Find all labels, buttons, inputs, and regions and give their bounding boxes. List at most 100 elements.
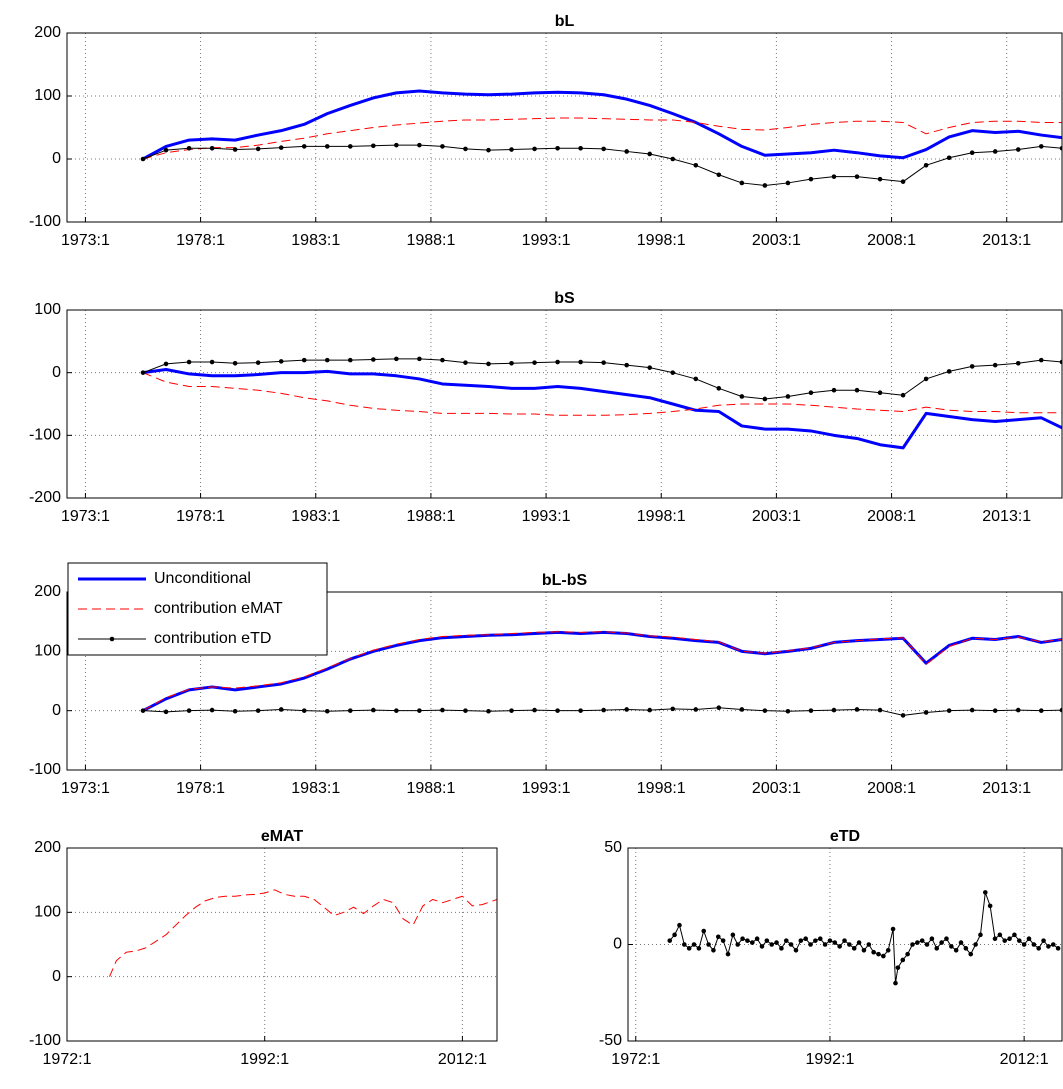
point	[672, 932, 677, 938]
point	[934, 946, 940, 951]
point	[255, 708, 261, 713]
point	[949, 944, 954, 949]
y-tick-label: -200	[29, 489, 61, 506]
point	[716, 386, 722, 391]
x-tick-label: 2012:1	[438, 1051, 487, 1068]
point	[532, 707, 537, 713]
point	[278, 359, 284, 364]
point	[509, 708, 514, 713]
point	[163, 361, 169, 367]
panel: bL-bS 1973:1 1978:1 1983:1 1988:1 1993:1 1998:…	[29, 572, 1063, 797]
legend: Unconditional contribution eMAT contributi…	[67, 562, 328, 656]
legend-label: Unconditional	[154, 570, 251, 587]
point	[716, 705, 722, 710]
point	[440, 357, 445, 363]
point	[347, 144, 353, 149]
point	[808, 176, 814, 182]
point	[1059, 145, 1062, 151]
x-tick-label: 2008:1	[867, 232, 916, 249]
point	[893, 980, 898, 986]
point	[1016, 938, 1022, 943]
point	[877, 390, 883, 396]
y-tick-label: -100	[29, 1032, 61, 1049]
point	[667, 938, 673, 943]
point	[1002, 938, 1008, 943]
point	[739, 707, 745, 712]
series-line	[142, 368, 1062, 450]
y-tick-label: 100	[34, 643, 61, 660]
point	[301, 357, 307, 363]
x-tick-label: 1992:1	[240, 1051, 289, 1068]
point	[715, 934, 721, 940]
point	[946, 708, 952, 713]
point	[992, 936, 998, 942]
x-tick-label: 2013:1	[982, 780, 1031, 797]
point	[968, 951, 974, 957]
y-tick-label: 100	[34, 904, 61, 921]
point	[691, 942, 697, 947]
point	[706, 942, 711, 947]
point	[232, 147, 238, 152]
point	[847, 942, 852, 947]
point	[647, 151, 653, 157]
point	[997, 932, 1003, 938]
point	[1015, 707, 1021, 713]
y-tick-label: 0	[52, 702, 61, 719]
point	[808, 708, 814, 713]
point	[255, 360, 261, 365]
point	[601, 146, 606, 152]
point	[601, 707, 606, 713]
point	[774, 940, 779, 945]
x-tick-label: 2013:1	[982, 232, 1031, 249]
plot-area	[67, 33, 1062, 222]
point	[1015, 360, 1021, 366]
point	[486, 708, 491, 714]
point	[871, 949, 876, 955]
x-tick-label: 1998:1	[637, 232, 686, 249]
point	[624, 362, 629, 368]
x-tick-label: 1972:1	[611, 1051, 660, 1068]
y-tick-label: 0	[52, 364, 61, 381]
point	[701, 928, 707, 934]
x-tick-label: 1983:1	[291, 508, 340, 525]
point	[624, 149, 629, 154]
point	[578, 359, 583, 365]
point	[1036, 946, 1041, 951]
x-tick-label: 1998:1	[637, 780, 686, 797]
point	[924, 942, 930, 947]
point	[900, 957, 906, 963]
point	[624, 707, 629, 712]
point	[1059, 359, 1062, 365]
point	[929, 936, 935, 942]
point	[827, 938, 833, 943]
point	[555, 708, 560, 713]
point	[854, 707, 860, 712]
panel: bL 1973:1 1978:1 1983:1 1988:1 1993:1 1998:1 20…	[29, 13, 1063, 249]
point	[832, 940, 838, 945]
point	[1038, 708, 1044, 713]
y-tick-label: 0	[52, 150, 61, 167]
point	[711, 947, 716, 953]
point	[764, 938, 770, 943]
x-tick-label: 1973:1	[61, 780, 110, 797]
point	[725, 951, 731, 957]
point	[232, 360, 238, 366]
point	[793, 947, 799, 953]
point	[1021, 942, 1027, 947]
point	[749, 940, 755, 945]
axes-frame	[66, 591, 1063, 771]
chart-title: eMAT	[261, 828, 304, 845]
point	[831, 387, 837, 393]
point	[785, 394, 791, 399]
series-line	[142, 89, 1062, 161]
point	[301, 144, 307, 149]
point	[831, 707, 837, 713]
point	[578, 708, 583, 713]
point	[944, 936, 949, 942]
point	[371, 707, 376, 713]
point	[969, 707, 975, 713]
point	[324, 144, 330, 149]
point	[754, 936, 760, 942]
point	[946, 369, 952, 374]
